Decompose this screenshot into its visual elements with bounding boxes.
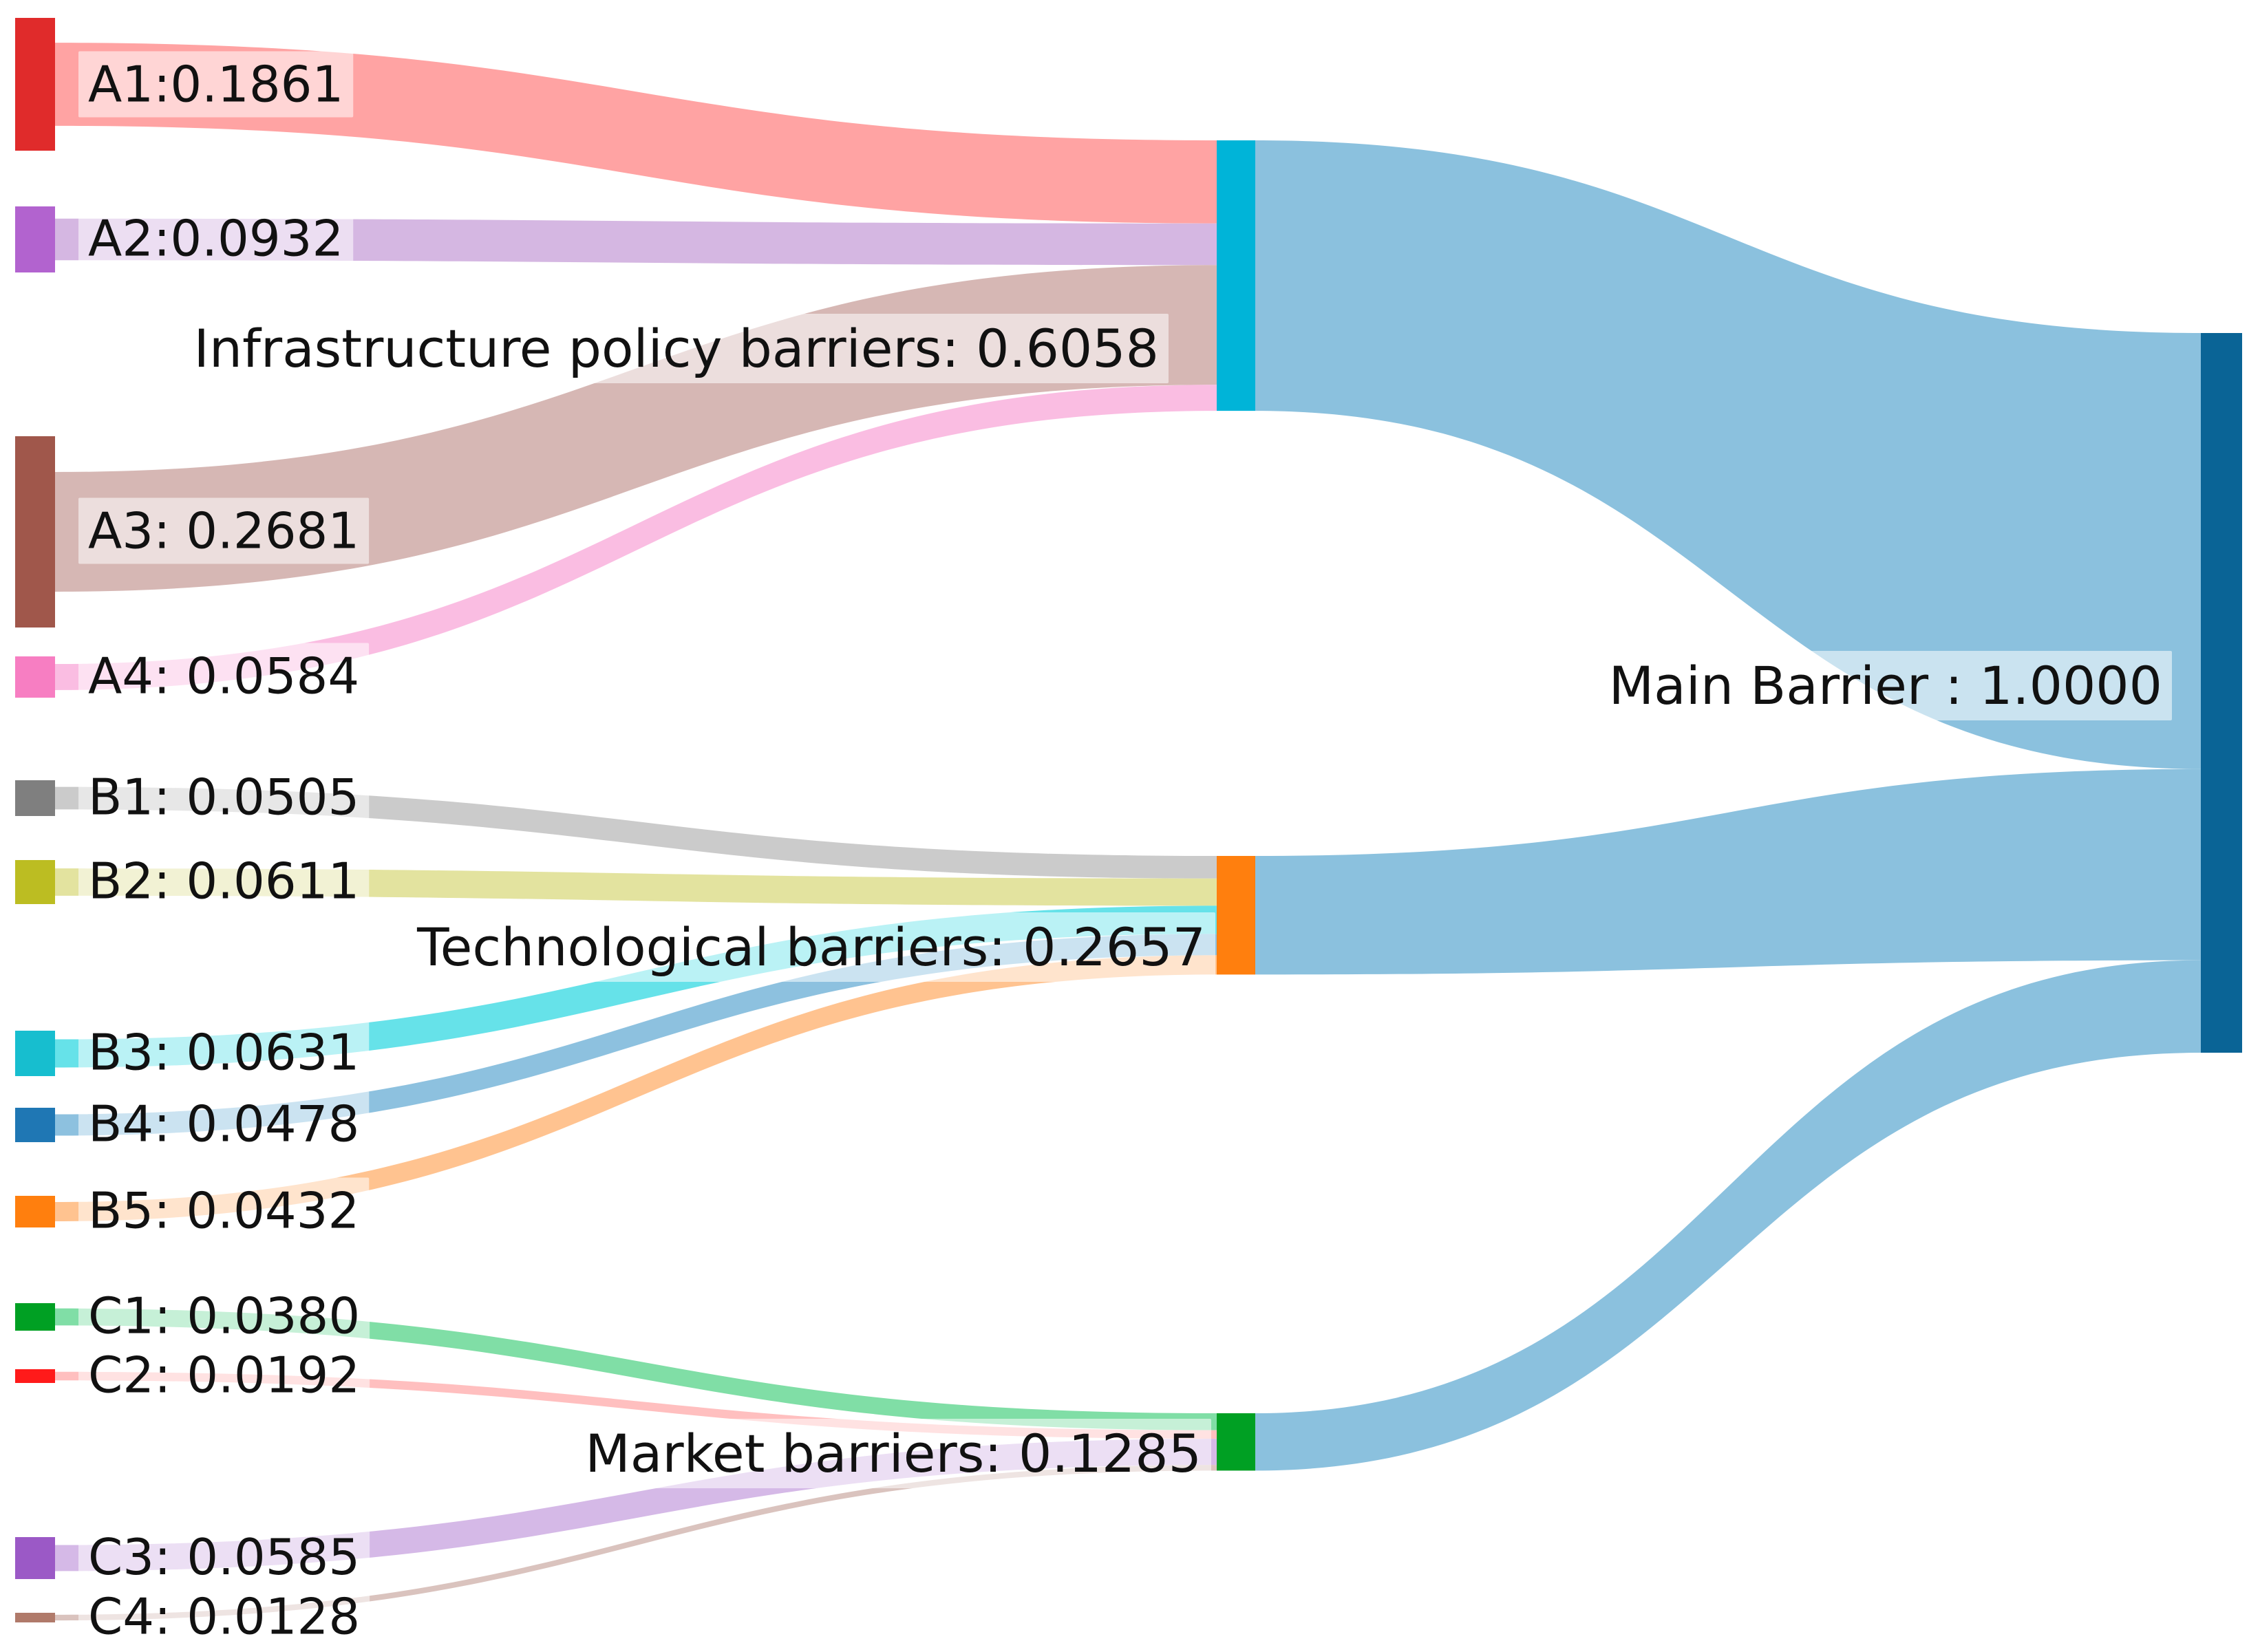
label-a1: A1:0.1861 [88,56,343,114]
label-b3-bg [78,1019,370,1086]
label-c2-bg [78,1342,370,1408]
label-group-b-bg [407,912,1215,982]
node-group-c [1217,1413,1255,1471]
label-c1-bg [78,1283,370,1349]
node-group-a [1217,140,1255,411]
label-group-c-bg [575,1418,1211,1488]
label-c2: C2: 0.0192 [88,1347,360,1404]
node-a1 [15,18,55,151]
node-b2 [15,860,55,904]
node-a2 [15,206,55,272]
label-root-bg [1599,650,2172,720]
label-a4-group: A4: 0.0584 [78,643,370,709]
label-b5-bg [78,1177,370,1244]
label-b1-bg [78,764,370,830]
label-root-group: Main Barrier : 1.0000 [1599,650,2172,720]
label-b5: B5: 0.0432 [88,1182,359,1240]
node-b3 [15,1031,55,1076]
label-a2-group: A2:0.0932 [78,205,354,272]
label-b4: B4: 0.0478 [88,1095,359,1153]
flow-a4 [55,385,1217,690]
label-group-a-group: Infrastructure policy barriers: 0.6058 [184,313,1169,383]
flow-c-to-root [1255,960,2201,1471]
label-a2: A2:0.0932 [88,210,343,268]
label-c3-bg [78,1524,370,1591]
label-c4-group: C4: 0.0128 [78,1583,370,1650]
label-b4-group: B4: 0.0478 [78,1091,370,1157]
label-b5-group: B5: 0.0432 [78,1177,370,1244]
flow-a-to-root [1255,140,2201,769]
label-c3-group: C3: 0.0585 [78,1524,370,1591]
node-b4 [15,1108,55,1142]
label-a1-group: A1:0.1861 [78,51,354,118]
flow-c4 [55,1465,1217,1621]
label-b4-bg [78,1091,370,1157]
node-c1 [15,1303,55,1331]
node-c2 [15,1369,55,1383]
node-a4 [15,656,55,698]
label-b1: B1: 0.0505 [88,769,359,826]
flow-b-to-root [1255,769,2201,975]
label-a4: A4: 0.0584 [88,647,359,705]
flow-c1 [55,1308,1217,1430]
labels: A1:0.1861 A2:0.0932 A3: 0.2681 A4: 0.0584 In… [78,51,2172,1650]
label-c4-bg [78,1583,370,1650]
node-a3 [15,436,55,627]
label-c2-group: C2: 0.0192 [78,1342,370,1408]
nodes [15,18,2242,1622]
node-b5 [15,1196,55,1227]
label-c1-group: C1: 0.0380 [78,1283,370,1349]
label-group-b-group: Technological barriers: 0.2657 [407,912,1215,982]
label-b2-group: B2: 0.0611 [78,848,370,914]
label-c3: C3: 0.0585 [88,1528,360,1586]
label-a1-bg [78,51,354,118]
flow-b4 [55,934,1217,1136]
label-a3: A3: 0.2681 [88,502,359,560]
label-a3-bg [78,497,370,564]
label-group-a-bg [184,313,1169,383]
node-b1 [15,780,55,816]
label-group-b: Technological barriers: 0.2657 [416,916,1206,978]
label-b2: B2: 0.0611 [88,852,359,910]
node-root [2201,333,2242,1053]
node-c3 [15,1537,55,1579]
label-group-c: Market barriers: 0.1285 [585,1423,1202,1484]
label-a2-bg [78,205,354,272]
label-b3-group: B3: 0.0631 [78,1019,370,1086]
label-b3: B3: 0.0631 [88,1024,359,1082]
node-group-b [1217,856,1255,975]
main-flows [1255,140,2201,1471]
label-c4: C4: 0.0128 [88,1588,360,1646]
label-b1-group: B1: 0.0505 [78,764,370,830]
label-root: Main Barrier : 1.0000 [1609,655,2162,716]
flow-b5 [55,955,1217,1222]
label-b2-bg [78,848,370,914]
label-c1: C1: 0.0380 [88,1287,360,1345]
label-a3-group: A3: 0.2681 [78,497,370,564]
label-group-a: Infrastructure policy barriers: 0.6058 [194,318,1159,379]
label-a4-bg [78,643,370,709]
node-c4 [15,1613,55,1622]
flow-c2 [55,1371,1217,1439]
label-group-c-group: Market barriers: 0.1285 [575,1418,1211,1488]
